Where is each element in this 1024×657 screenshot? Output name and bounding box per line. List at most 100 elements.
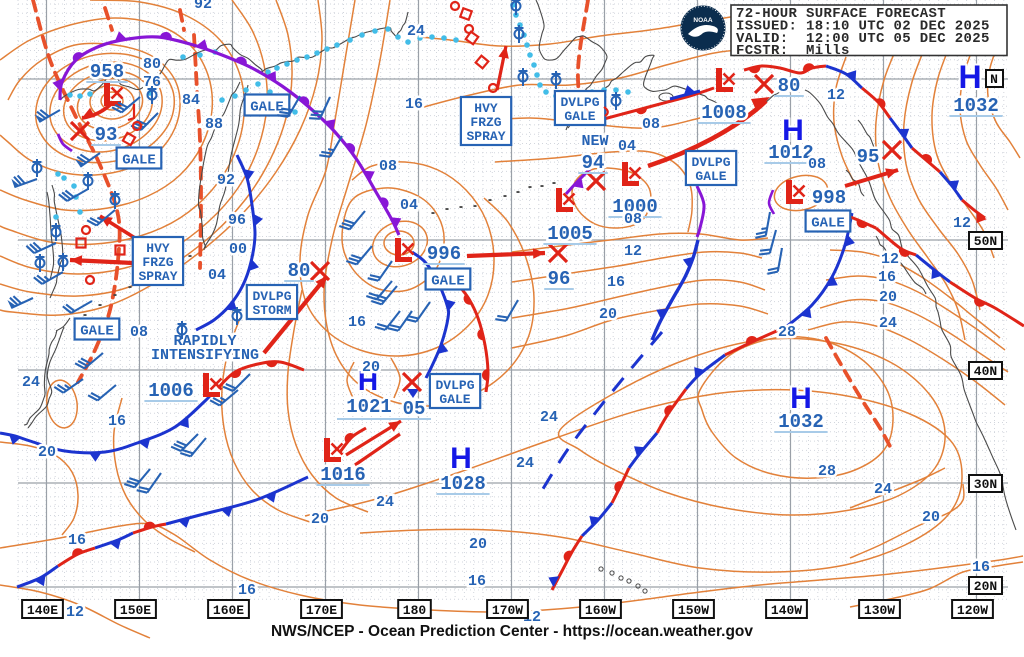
svg-text:92: 92	[217, 172, 235, 189]
svg-text:1028: 1028	[440, 473, 486, 495]
svg-text:00: 00	[229, 241, 247, 258]
svg-text:04: 04	[400, 197, 418, 214]
svg-text:24: 24	[407, 23, 425, 40]
svg-text:180: 180	[403, 603, 427, 618]
svg-text:08: 08	[642, 116, 660, 133]
svg-text:08: 08	[379, 158, 397, 175]
svg-text:140W: 140W	[771, 603, 802, 618]
svg-text:94: 94	[582, 152, 605, 174]
svg-text:150W: 150W	[678, 603, 709, 618]
svg-text:INTENSIFYING: INTENSIFYING	[151, 347, 259, 364]
svg-text:NWS/NCEP - Ocean Prediction Ce: NWS/NCEP - Ocean Prediction Center - htt…	[271, 623, 753, 640]
svg-text:NOAA: NOAA	[693, 17, 712, 24]
svg-text:1032: 1032	[778, 411, 824, 433]
svg-text:DVLPG: DVLPG	[252, 289, 291, 304]
svg-text:24: 24	[22, 374, 40, 391]
svg-text:GALE: GALE	[564, 109, 595, 124]
svg-text:SPRAY: SPRAY	[138, 269, 177, 284]
svg-text:40N: 40N	[974, 364, 997, 379]
svg-text:RAPIDLY: RAPIDLY	[173, 333, 236, 350]
svg-text:12: 12	[881, 251, 899, 268]
svg-text:04: 04	[618, 138, 636, 155]
svg-text:12: 12	[66, 604, 84, 621]
svg-text:20: 20	[38, 444, 56, 461]
svg-text:08: 08	[130, 324, 148, 341]
svg-text:50N: 50N	[974, 234, 997, 249]
svg-text:140E: 140E	[27, 603, 58, 618]
svg-text:H: H	[790, 382, 812, 415]
svg-text:H: H	[782, 114, 804, 147]
svg-text:96: 96	[548, 268, 571, 290]
svg-text:DVLPG: DVLPG	[560, 95, 599, 110]
svg-text:12: 12	[953, 215, 971, 232]
svg-text:FRZG: FRZG	[470, 115, 501, 130]
svg-text:170E: 170E	[306, 603, 337, 618]
svg-text:16: 16	[607, 274, 625, 291]
svg-text:16: 16	[238, 582, 256, 599]
svg-text:88: 88	[205, 116, 223, 133]
svg-text:130W: 130W	[864, 603, 895, 618]
svg-text:76: 76	[143, 74, 161, 91]
svg-text:84: 84	[182, 92, 200, 109]
svg-text:20: 20	[922, 509, 940, 526]
svg-text:24: 24	[516, 455, 534, 472]
svg-text:150E: 150E	[120, 603, 151, 618]
svg-text:H: H	[958, 59, 981, 95]
svg-text:HVY: HVY	[474, 101, 498, 116]
svg-text:STORM: STORM	[252, 303, 291, 318]
svg-text:1006: 1006	[148, 380, 194, 402]
svg-text:24: 24	[540, 409, 558, 426]
svg-text:GALE: GALE	[811, 216, 845, 232]
svg-text:08: 08	[808, 156, 826, 173]
svg-text:28: 28	[818, 463, 836, 480]
svg-text:12: 12	[624, 243, 642, 260]
svg-text:DVLPG: DVLPG	[435, 378, 474, 393]
svg-text:996: 996	[427, 243, 461, 265]
svg-text:93: 93	[95, 124, 118, 146]
svg-text:HVY: HVY	[146, 241, 170, 256]
svg-text:16: 16	[405, 96, 423, 113]
svg-text:VALID: 12:00 UTC 05 DEC 2025: VALID: 12:00 UTC 05 DEC 2025	[736, 31, 990, 47]
svg-text:16: 16	[108, 413, 126, 430]
svg-text:GALE: GALE	[695, 169, 726, 184]
svg-text:20: 20	[362, 359, 380, 376]
svg-text:160E: 160E	[213, 603, 244, 618]
svg-text:170W: 170W	[492, 603, 523, 618]
svg-text:80: 80	[288, 260, 311, 282]
svg-text:NEW: NEW	[581, 133, 608, 150]
svg-text:16: 16	[878, 269, 896, 286]
svg-text:24: 24	[874, 481, 892, 498]
svg-text:GALE: GALE	[80, 324, 114, 340]
svg-text:160W: 160W	[585, 603, 616, 618]
svg-text:04: 04	[208, 267, 226, 284]
svg-text:1008: 1008	[701, 102, 747, 124]
svg-text:28: 28	[778, 324, 796, 341]
svg-text:20: 20	[469, 536, 487, 553]
svg-text:GALE: GALE	[439, 392, 470, 407]
svg-text:120W: 120W	[957, 603, 988, 618]
svg-text:1012: 1012	[768, 142, 814, 164]
svg-text:GALE: GALE	[431, 274, 465, 290]
svg-text:12: 12	[827, 87, 845, 104]
svg-text:GALE: GALE	[122, 153, 156, 169]
svg-text:05: 05	[403, 398, 426, 420]
svg-text:FRZG: FRZG	[142, 255, 173, 270]
svg-text:20: 20	[879, 289, 897, 306]
svg-text:H: H	[450, 442, 472, 475]
svg-text:96: 96	[228, 212, 246, 229]
svg-text:1005: 1005	[547, 223, 593, 245]
svg-text:20: 20	[311, 511, 329, 528]
svg-text:DVLPG: DVLPG	[691, 155, 730, 170]
svg-text:16: 16	[972, 559, 990, 576]
svg-text:20N: 20N	[974, 579, 997, 594]
svg-text:1016: 1016	[320, 464, 366, 486]
svg-text:80: 80	[143, 56, 161, 73]
svg-text:16: 16	[468, 573, 486, 590]
svg-text:GALE: GALE	[250, 100, 284, 116]
svg-text:92: 92	[194, 0, 212, 13]
svg-text:998: 998	[812, 187, 846, 209]
svg-text:16: 16	[68, 532, 86, 549]
svg-text:1032: 1032	[953, 95, 999, 117]
svg-text:N: N	[990, 72, 998, 87]
svg-text:24: 24	[879, 315, 897, 332]
